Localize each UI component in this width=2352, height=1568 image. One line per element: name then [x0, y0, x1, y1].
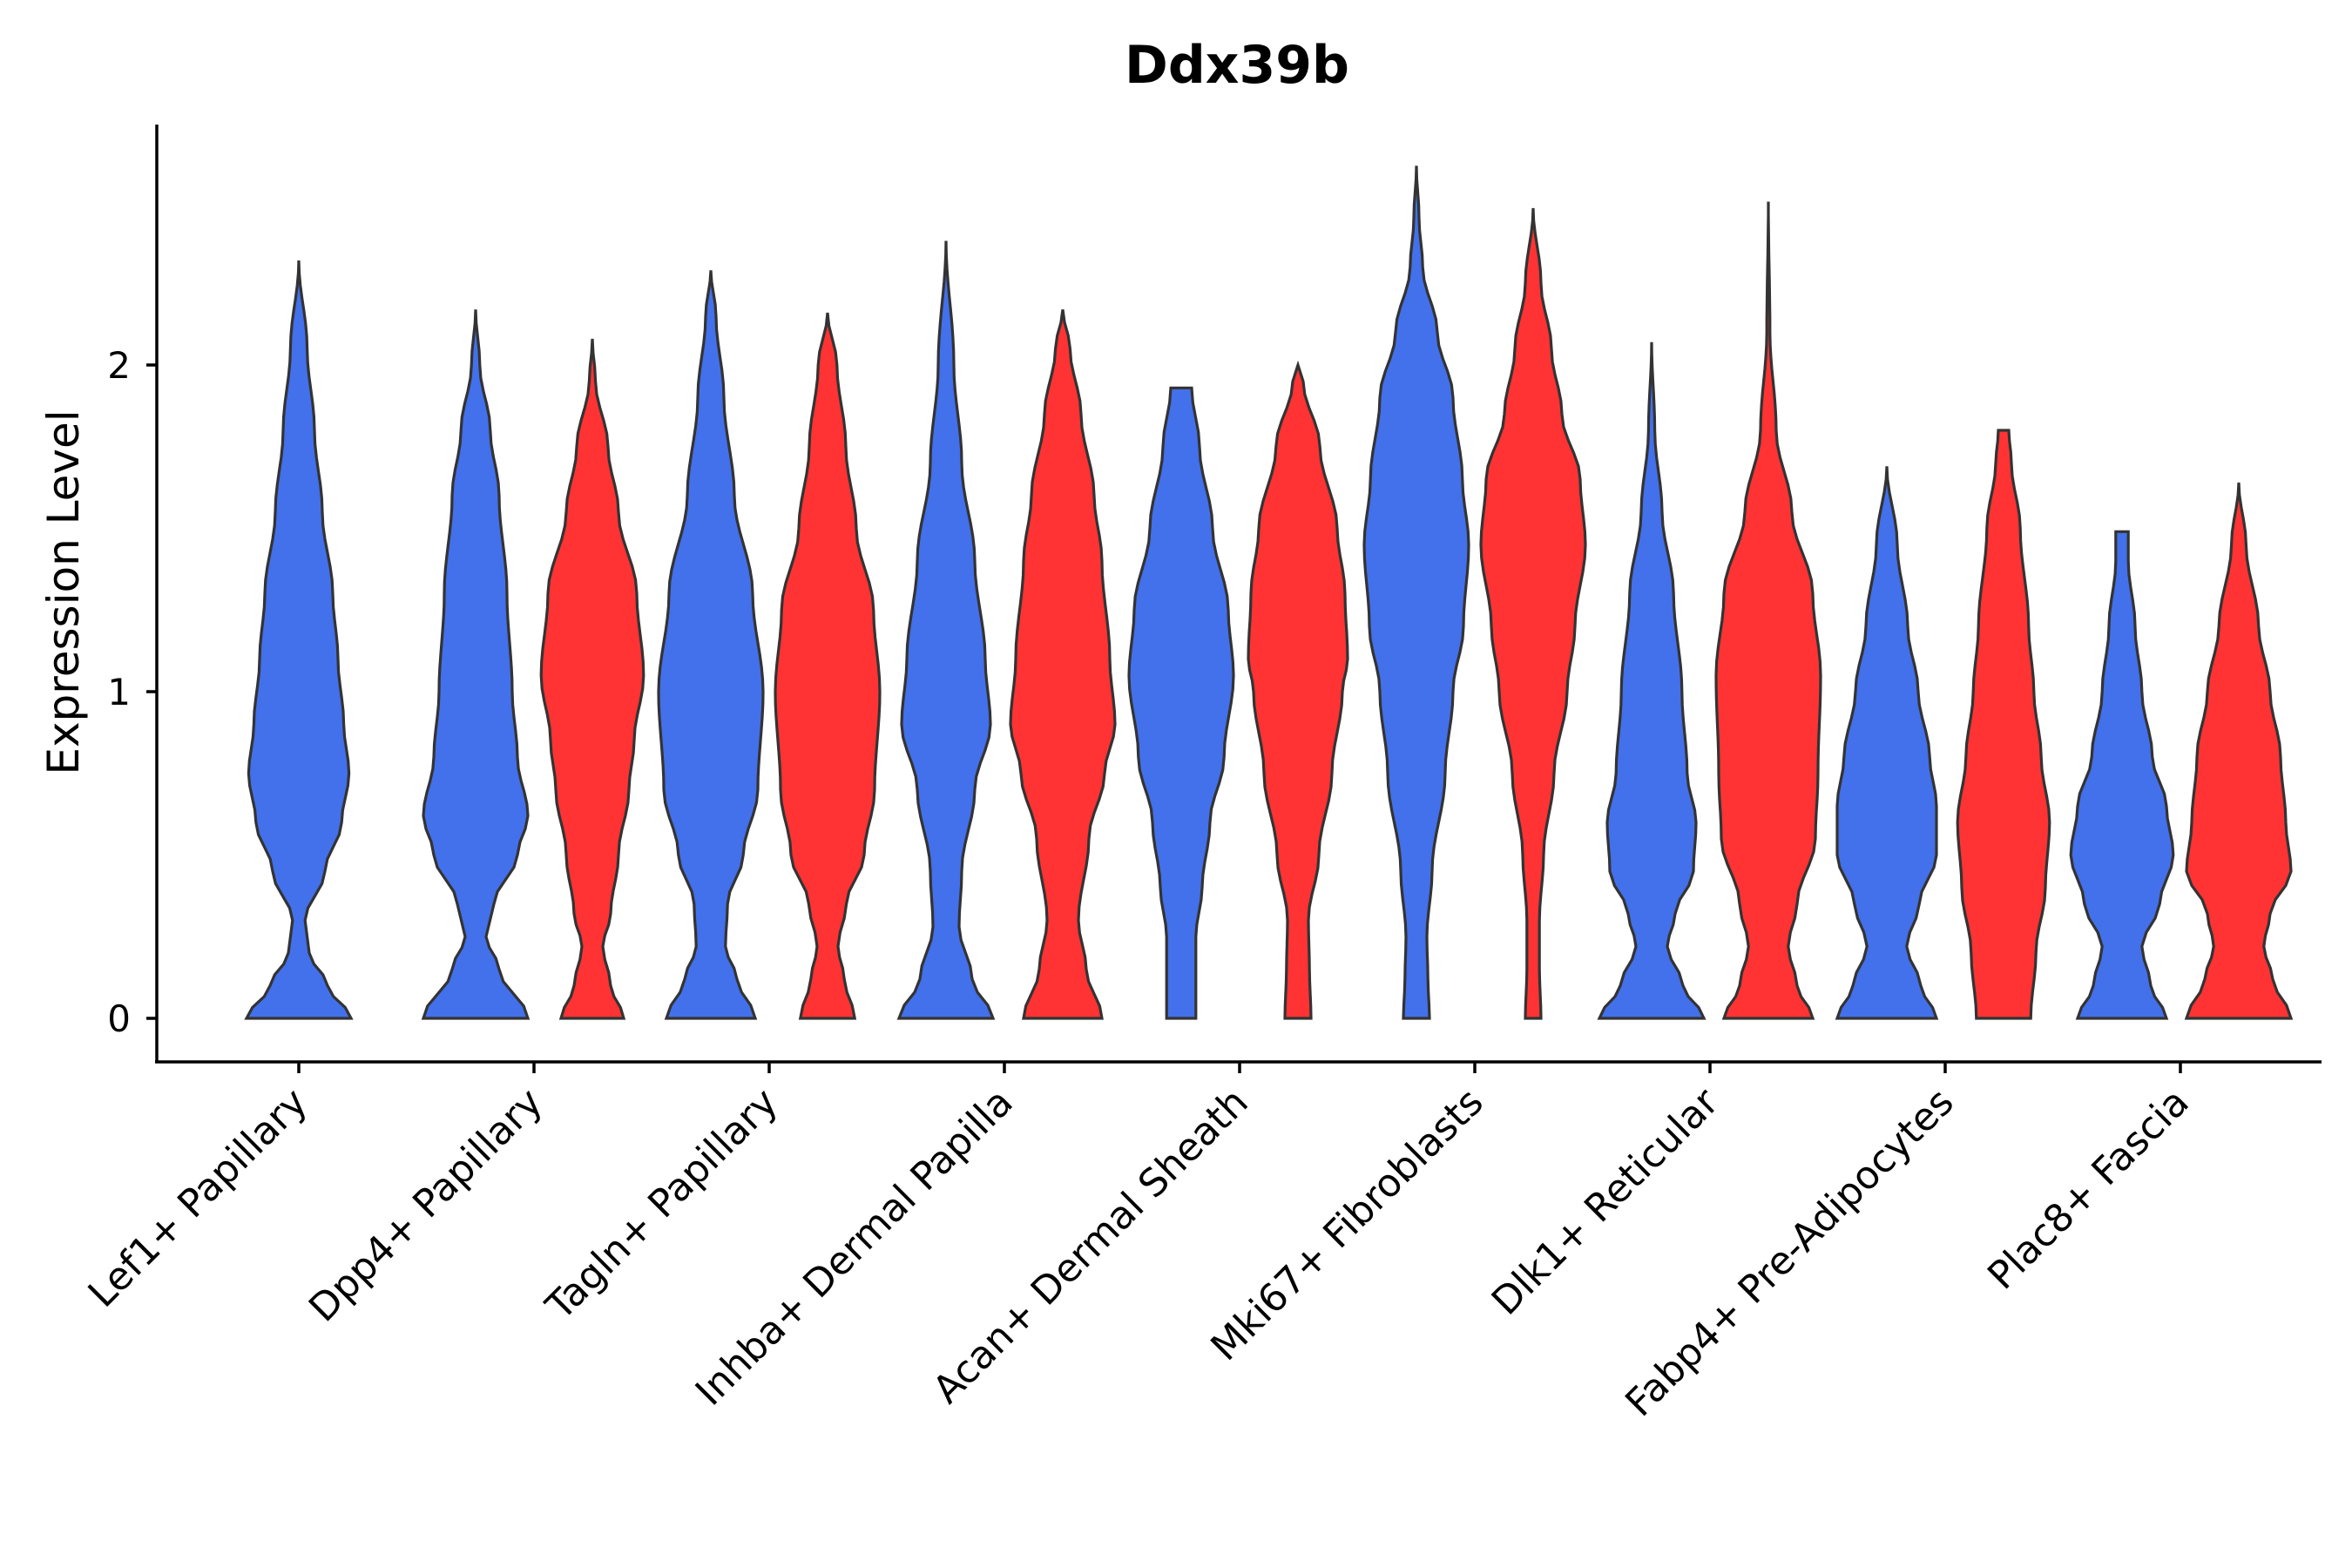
violin-blue-4 [896, 240, 996, 1020]
x-tick-label: Dlk1+ Reticular [1484, 1079, 1728, 1324]
y-tick-label: 2 [107, 344, 131, 387]
x-tick-label: Tagln+ Papillary [537, 1080, 787, 1329]
violin-blue-2 [421, 309, 531, 1020]
y-tick-label: 1 [107, 671, 131, 713]
violin-blue-8 [1835, 466, 1939, 1020]
x-tick-label: Mki67+ Fibroblasts [1202, 1080, 1491, 1369]
chart-title: Ddx39b [1125, 35, 1349, 96]
violin-blue-7 [1597, 341, 1707, 1020]
y-tick-label: 0 [107, 997, 131, 1040]
violin-red-8 [1956, 429, 2051, 1020]
y-ticks: 0 1 2 [107, 344, 157, 1040]
violin-red-7 [1714, 201, 1822, 1020]
x-tick-label: Lef1+ Papillary [80, 1080, 316, 1316]
violin-red-6 [1479, 207, 1587, 1020]
x-tick-label: Dpp4+ Papillary [301, 1080, 551, 1331]
violin-red-5 [1247, 360, 1349, 1020]
violin-red-4 [1009, 309, 1117, 1020]
violins [244, 166, 2294, 1020]
violin-blue-1 [244, 260, 354, 1020]
y-axis-label: Expression Level [38, 409, 89, 774]
violin-red-2 [539, 338, 645, 1020]
violin-blue-5 [1127, 386, 1235, 1020]
violin-blue-6 [1362, 166, 1470, 1020]
violin-blue-9 [2069, 530, 2175, 1020]
violin-blue-3 [657, 270, 765, 1020]
violin-red-3 [774, 312, 882, 1020]
x-tick-label: Plac8+ Fascia [1979, 1080, 2198, 1299]
violin-red-9 [2184, 482, 2294, 1020]
